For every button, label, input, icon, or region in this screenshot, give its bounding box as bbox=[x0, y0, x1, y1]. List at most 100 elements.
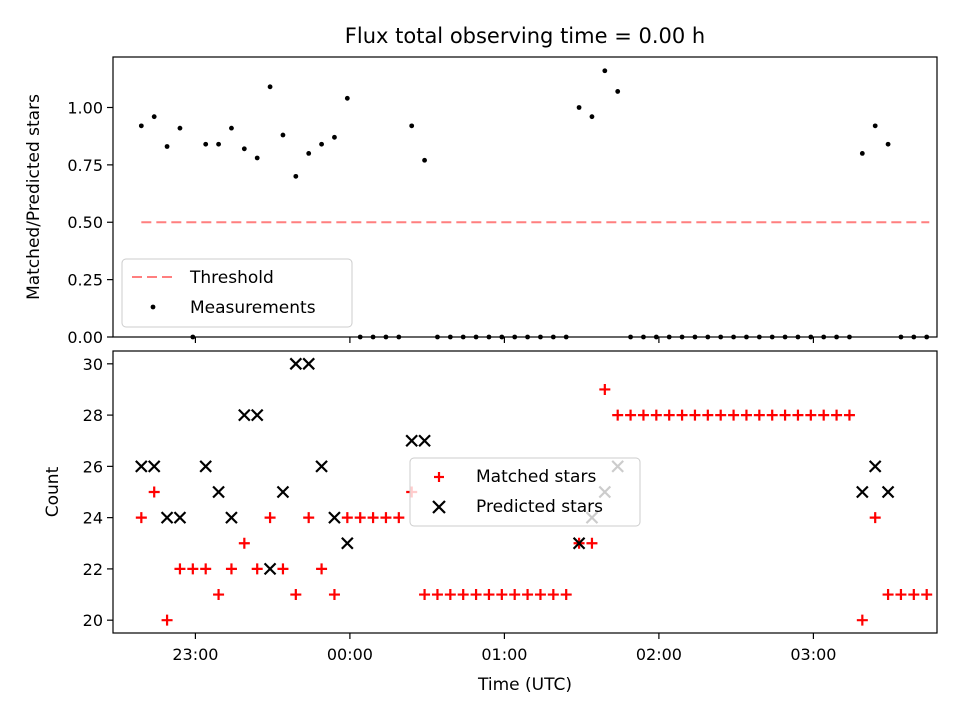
matched-point-2354 bbox=[328, 589, 340, 601]
matched-point-2244 bbox=[148, 486, 160, 498]
matched-point-0319 bbox=[856, 614, 868, 626]
matched-point-0229 bbox=[728, 409, 740, 421]
predicted-point-2324 bbox=[250, 408, 264, 422]
predicted-point-2344 bbox=[302, 357, 315, 371]
matched-point-0109 bbox=[522, 589, 534, 601]
predicted-point-0329 bbox=[881, 485, 895, 499]
matched-point-0309 bbox=[831, 409, 843, 421]
count-x-tick-label: 02:00 bbox=[636, 645, 682, 664]
matched-point-0044 bbox=[457, 589, 469, 601]
matched-point-0304 bbox=[818, 409, 830, 421]
measurement-point-0324 bbox=[872, 123, 878, 129]
count-y-tick-label: 30 bbox=[83, 355, 103, 374]
measurement-point-0319 bbox=[859, 150, 865, 156]
matched-point-0254 bbox=[792, 409, 804, 421]
matched-point-2344 bbox=[303, 512, 315, 524]
matched-point-0034 bbox=[431, 589, 443, 601]
measurement-point-2244 bbox=[151, 114, 157, 120]
matched-point-2314 bbox=[225, 563, 237, 575]
measurements-legend-swatch bbox=[150, 304, 156, 310]
matched-point-0339 bbox=[908, 589, 920, 601]
matched-point-0054 bbox=[483, 589, 495, 601]
matched-point-2329 bbox=[264, 512, 276, 524]
measurement-point-0329 bbox=[885, 141, 891, 147]
matched-point-0244 bbox=[766, 409, 778, 421]
ratio-y-tick-label: 0.50 bbox=[67, 213, 103, 232]
matched-point-0009 bbox=[367, 512, 379, 524]
matched-point-0224 bbox=[715, 409, 727, 421]
matched-point-0124 bbox=[560, 589, 572, 601]
count-y-tick-label: 26 bbox=[83, 457, 103, 476]
threshold-legend-label: Threshold bbox=[189, 268, 274, 288]
matched-point-0324 bbox=[869, 512, 881, 524]
figure-title: Flux total observing time = 0.00 h bbox=[345, 24, 705, 48]
measurement-point-2314 bbox=[229, 125, 234, 131]
matched-point-0219 bbox=[702, 409, 714, 421]
matched-point-2319 bbox=[238, 537, 250, 549]
predicted-point-2359 bbox=[341, 536, 354, 550]
count-y-tick-label: 22 bbox=[83, 560, 103, 579]
matched-point-0249 bbox=[779, 409, 791, 421]
matched-point-0104 bbox=[509, 589, 521, 601]
measurement-point-2344 bbox=[306, 150, 312, 156]
count-y-axis-label: Count bbox=[43, 466, 63, 517]
count-y-tick-label: 20 bbox=[83, 611, 103, 630]
matched-point-2349 bbox=[316, 563, 328, 575]
predicted-point-0029 bbox=[418, 434, 431, 448]
matched-point-0154 bbox=[637, 409, 649, 421]
matched-point-2359 bbox=[341, 512, 353, 524]
matched-point-0114 bbox=[534, 589, 546, 601]
matched-point-0049 bbox=[470, 589, 482, 601]
matched-point-0029 bbox=[419, 589, 431, 601]
predicted-point-2244 bbox=[147, 460, 161, 473]
matched-point-2239 bbox=[135, 512, 147, 524]
measurement-point-0134 bbox=[589, 114, 595, 120]
count-y-tick-label: 28 bbox=[83, 406, 103, 425]
ratio-legend-box bbox=[121, 258, 353, 328]
count-x-tick-label: 03:00 bbox=[790, 645, 836, 664]
ratio-y-tick-label: 0.00 bbox=[67, 328, 103, 347]
matched-point-2309 bbox=[213, 589, 225, 601]
predicted-point-0024 bbox=[405, 434, 418, 448]
matched-point-0014 bbox=[380, 512, 392, 524]
ratio-y-tick-label: 1.00 bbox=[67, 98, 103, 117]
measurement-point-2349 bbox=[319, 141, 324, 147]
count-x-tick-label: 23:00 bbox=[172, 645, 218, 664]
ratio-y-tick-label: 0.75 bbox=[67, 156, 103, 175]
measurement-point-0139 bbox=[602, 68, 608, 74]
matched-point-0139 bbox=[599, 383, 611, 395]
measurement-point-0029 bbox=[422, 157, 427, 163]
measurements-legend-label: Measurements bbox=[190, 298, 316, 318]
measurement-point-2319 bbox=[241, 146, 247, 152]
predicted-point-0324 bbox=[868, 460, 882, 473]
predicted-point-2249 bbox=[160, 511, 174, 524]
measurement-point-2329 bbox=[267, 84, 273, 90]
matched-point-0334 bbox=[895, 589, 907, 601]
matched-point-0134 bbox=[586, 537, 598, 549]
matched-point-2259 bbox=[187, 563, 199, 575]
ratio-plot-frame bbox=[112, 56, 938, 338]
predicted-point-2329 bbox=[263, 562, 277, 576]
count-legend: Matched stars Predicted stars bbox=[409, 457, 641, 527]
ratio-y-axis-label: Matched/Predicted stars bbox=[24, 94, 44, 300]
predicted-point-2309 bbox=[212, 485, 225, 499]
matched-point-2334 bbox=[277, 563, 289, 575]
predicted-point-2254 bbox=[173, 511, 187, 524]
matched-point-0329 bbox=[882, 589, 894, 601]
measurement-point-2254 bbox=[177, 125, 183, 131]
matched-point-2254 bbox=[174, 563, 186, 575]
measurement-point-2309 bbox=[216, 141, 221, 147]
matched-point-0204 bbox=[663, 409, 675, 421]
matched-point-0159 bbox=[650, 409, 662, 421]
matched-point-0144 bbox=[612, 409, 624, 421]
matched-legend-swatch bbox=[434, 472, 444, 482]
matched-point-0344 bbox=[921, 589, 933, 601]
measurement-point-2339 bbox=[293, 173, 299, 179]
count-plot-frame bbox=[112, 350, 938, 634]
matched-point-0234 bbox=[740, 409, 752, 421]
matched-point-2249 bbox=[161, 614, 173, 626]
x-axis-label: Time (UTC) bbox=[477, 675, 572, 695]
count-legend-box bbox=[409, 457, 641, 527]
